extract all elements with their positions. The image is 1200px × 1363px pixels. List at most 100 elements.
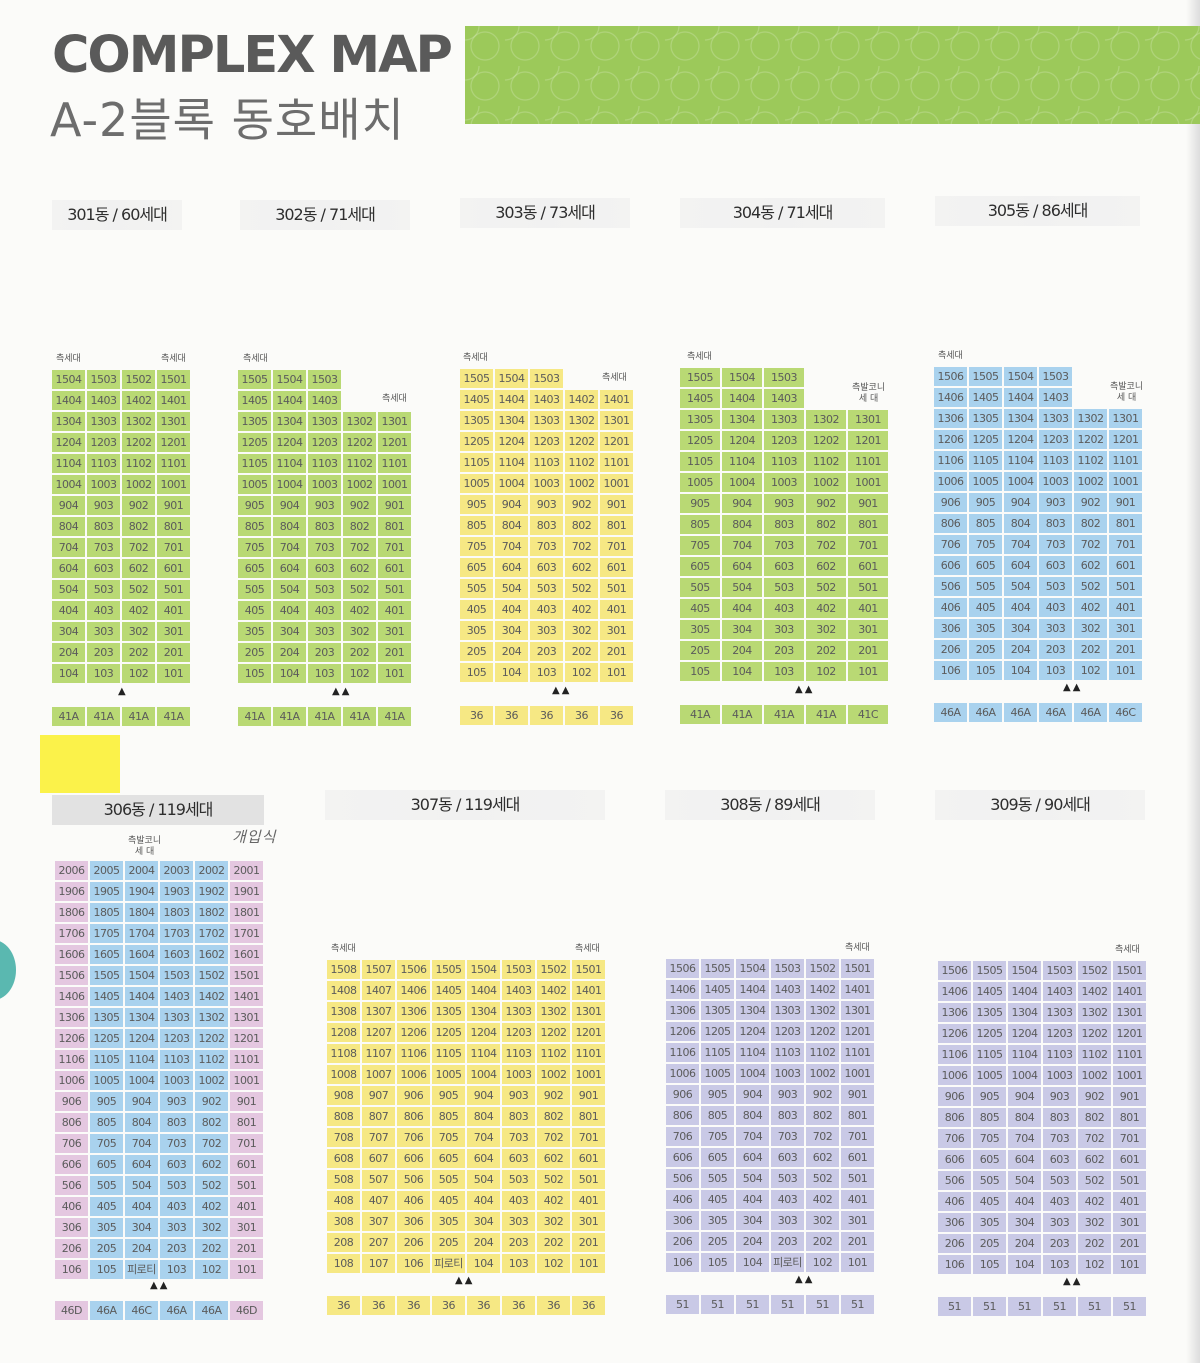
unit-cell: 1201: [1109, 430, 1142, 449]
unit-cell: 103: [87, 664, 120, 683]
unit-cell: 402: [1074, 598, 1107, 617]
unit-cell: 1305: [238, 412, 271, 431]
unit-cell: 1501: [1113, 961, 1146, 980]
unit-cell: 1206: [934, 430, 967, 449]
unit-cell: 1001: [378, 475, 411, 494]
unit-cell: 1901: [230, 882, 263, 901]
unit-cell: 404: [467, 1191, 500, 1210]
unit-cell: 104: [52, 664, 85, 683]
unit-cell: 202: [806, 1232, 839, 1251]
unit-cell: 1502: [806, 959, 839, 978]
unit-type-cell: 41A: [52, 707, 85, 726]
unit-cell: 901: [1113, 1087, 1146, 1106]
unit-cell: 903: [160, 1092, 193, 1111]
unit-cell: 2001: [230, 861, 263, 880]
unit-cell: 1105: [432, 1044, 465, 1063]
unit-cell: 502: [122, 580, 155, 599]
unit-cell: 401: [848, 599, 888, 618]
unit-cell: 1002: [1074, 472, 1107, 491]
unit-cell: 802: [537, 1107, 570, 1126]
unit-cell: 208: [327, 1233, 360, 1252]
unit-cell: 701: [848, 536, 888, 555]
unit-cell: 103: [530, 663, 563, 682]
unit-cell: 1205: [460, 432, 493, 451]
unit-type-row: 51 51 51 51 51 51: [938, 1297, 1146, 1316]
unit-cell: 104: [736, 1253, 769, 1272]
unit-cell: 1205: [969, 430, 1002, 449]
unit-cell: 706: [934, 535, 967, 554]
unit-cell: 304: [1004, 619, 1037, 638]
unit-cell: 801: [600, 516, 633, 535]
unit-cell: 1503: [764, 368, 804, 387]
unit-cell: 904: [1008, 1087, 1041, 1106]
unit-cell: 1206: [666, 1022, 699, 1041]
unit-type-cell: 36: [537, 1296, 570, 1315]
unit-cell: 302: [343, 622, 376, 641]
unit-cell: 2003: [160, 861, 193, 880]
unit-cell: 803: [764, 515, 804, 534]
unit-cell: 804: [1004, 514, 1037, 533]
unit-cell: 701: [157, 538, 190, 557]
unit-cell: 1201: [378, 433, 411, 452]
unit-cell: 1003: [160, 1071, 193, 1090]
unit-cell: 203: [308, 643, 341, 662]
unit-type-cell: 51: [771, 1295, 804, 1314]
unit-cell: 1408: [327, 981, 360, 1000]
side-unit-note: 측발코니 세 대: [1110, 382, 1144, 403]
unit-cell: 703: [502, 1128, 535, 1147]
unit-cell: 1401: [230, 987, 263, 1006]
unit-type-cell: 46A: [934, 703, 967, 722]
unit-type-cell: 41A: [122, 707, 155, 726]
unit-cell: 602: [537, 1149, 570, 1168]
unit-cell: 302: [537, 1212, 570, 1231]
unit-cell: 401: [841, 1190, 874, 1209]
unit-cell: 701: [841, 1127, 874, 1146]
unit-cell: 602: [343, 559, 376, 578]
unit-cell: 1406: [55, 987, 88, 1006]
empty-cell: [1074, 367, 1107, 386]
unit-cell: 402: [537, 1191, 570, 1210]
unit-cell: 104: [722, 662, 762, 681]
unit-cell: 905: [432, 1086, 465, 1105]
unit-cell: 402: [195, 1197, 228, 1216]
unit-cell: 306: [938, 1213, 971, 1232]
unit-cell: 501: [230, 1176, 263, 1195]
unit-cell: 1301: [848, 410, 888, 429]
unit-cell: 1201: [841, 1022, 874, 1041]
unit-cell: 1202: [343, 433, 376, 452]
unit-cell: 1503: [160, 966, 193, 985]
unit-type-cell: 46A: [160, 1301, 193, 1320]
unit-cell: 1601: [230, 945, 263, 964]
unit-type-cell: 51: [701, 1295, 734, 1314]
unit-cell: 405: [90, 1197, 123, 1216]
unit-cell: 606: [934, 556, 967, 575]
unit-cell: 504: [495, 579, 528, 598]
unit-cell: 702: [806, 536, 846, 555]
sticky-note: [40, 735, 120, 793]
unit-type-row: 46A 46A 46A 46A 46A 46C: [934, 703, 1142, 722]
unit-cell: 1004: [1008, 1066, 1041, 1085]
unit-type-cell: 51: [806, 1295, 839, 1314]
unit-cell: 705: [238, 538, 271, 557]
unit-cell: 902: [806, 494, 846, 513]
unit-cell: 805: [90, 1113, 123, 1132]
unit-cell: 1202: [565, 432, 598, 451]
unit-cell: 1504: [1008, 961, 1041, 980]
unit-cell: 802: [806, 1106, 839, 1125]
unit-cell: 505: [701, 1169, 734, 1188]
unit-cell: 1101: [1109, 451, 1142, 470]
unit-cell: 604: [495, 558, 528, 577]
unit-type-cell: 36: [502, 1296, 535, 1315]
unit-cell: 202: [806, 641, 846, 660]
unit-cell: 603: [1043, 1150, 1076, 1169]
unit-cell: 1504: [52, 370, 85, 389]
unit-cell: 1205: [680, 431, 720, 450]
unit-cell: 504: [1004, 577, 1037, 596]
unit-cell: 806: [938, 1108, 971, 1127]
unit-cell: 1101: [157, 454, 190, 473]
unit-cell: 101: [572, 1254, 605, 1273]
unit-cell: 301: [230, 1218, 263, 1237]
unit-cell: 1104: [467, 1044, 500, 1063]
unit-cell: 601: [848, 557, 888, 576]
unit-cell: 405: [432, 1191, 465, 1210]
